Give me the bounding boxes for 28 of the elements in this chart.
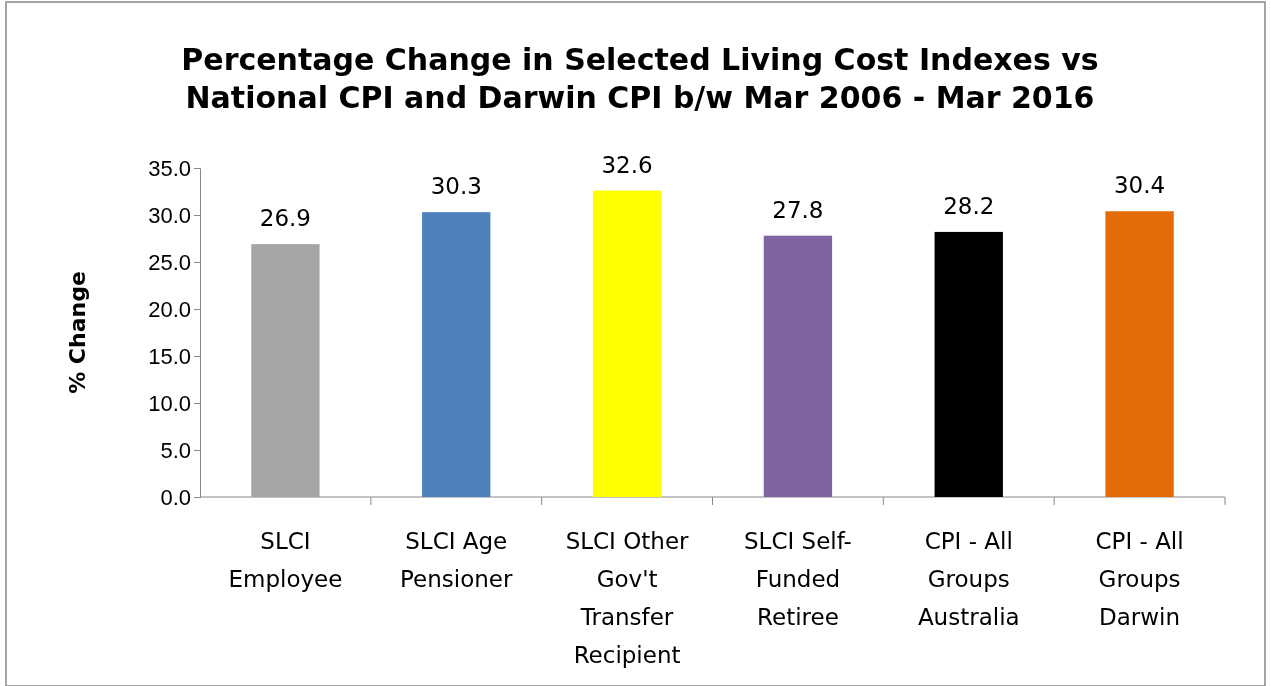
- y-axis-title: % Change: [65, 271, 90, 394]
- chart-title: Percentage Change in Selected Living Cost Indexes vs National CPI and Darwin CPI b/w Mar 2006 - Mar 2016: [181, 42, 1099, 115]
- x-tick-label: SLCI Self-Funded Retiree: [743, 528, 852, 630]
- data-label: 30.4: [1113, 172, 1166, 199]
- y-tick-label: 30.0: [148, 202, 191, 228]
- y-tick-label: 10.0: [148, 390, 191, 416]
- x-tick-label: SLCI Employee: [228, 528, 343, 592]
- y-tick-label: 25.0: [148, 249, 191, 275]
- y-tick-label: 15.0: [148, 343, 191, 369]
- y-tick-label: 5.0: [160, 437, 191, 463]
- y-tick-label: 20.0: [148, 296, 191, 322]
- bar: [1105, 211, 1174, 497]
- bar: [422, 212, 491, 497]
- data-label: 26.9: [259, 205, 312, 232]
- y-tick-label: 0.0: [160, 484, 191, 510]
- x-tick-label: CPI - All Groups Darwin: [1095, 528, 1184, 630]
- bar: [251, 244, 320, 497]
- data-label: 32.6: [601, 151, 653, 178]
- bar: [592, 190, 662, 497]
- x-tick-label: CPI - All Groups Australia: [917, 528, 1020, 630]
- x-tick-label: SLCI Age Pensioner: [400, 528, 513, 592]
- y-tick-label: 35.0: [148, 155, 191, 181]
- data-label: 28.2: [943, 192, 995, 219]
- bar: [934, 231, 1003, 497]
- x-tick-label: SLCI Other Gov't Transfer Recipient: [565, 528, 690, 668]
- data-label: 30.3: [430, 173, 482, 200]
- data-label: 27.8: [772, 196, 824, 223]
- bar: [763, 235, 833, 497]
